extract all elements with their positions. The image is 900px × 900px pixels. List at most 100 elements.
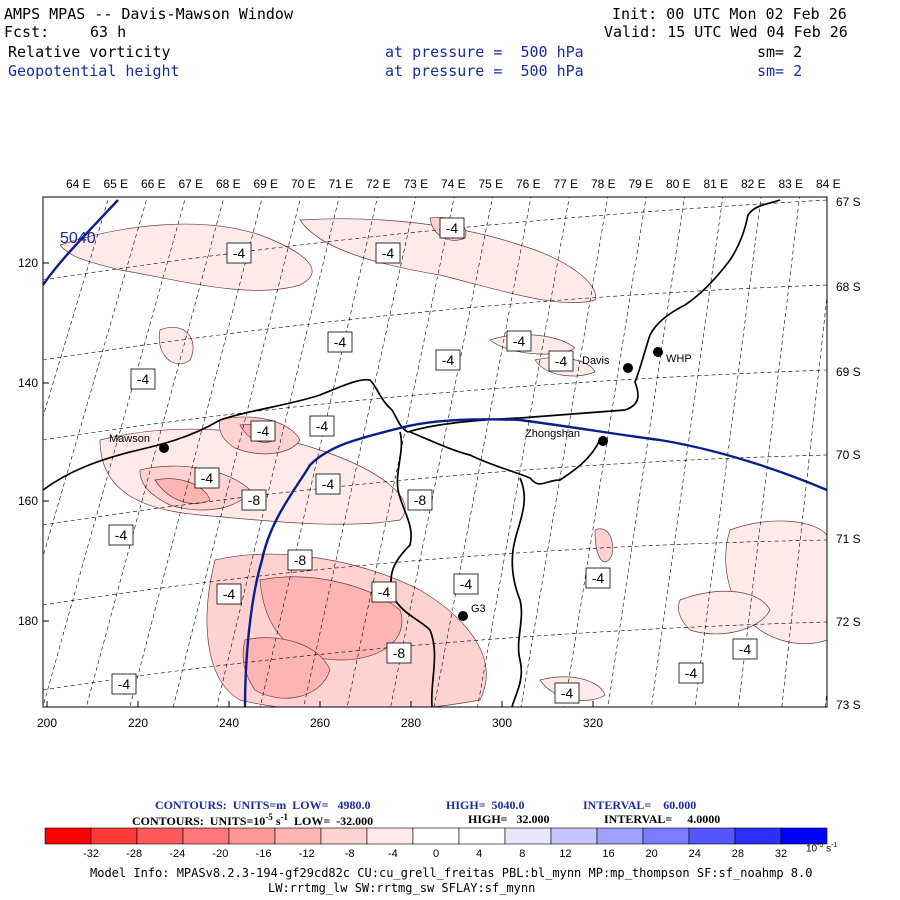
x-tick-label: 320 <box>583 716 603 730</box>
vorticity-label: -4 <box>678 662 704 684</box>
y-tick-label: 180 <box>18 614 38 628</box>
colorbar-tick-label: -32 <box>83 848 99 860</box>
longitude-label: 66 E <box>141 177 166 191</box>
svg-text:-4: -4 <box>561 685 574 701</box>
longitude-label: 77 E <box>554 177 579 191</box>
svg-text:-8: -8 <box>294 552 307 568</box>
colorbar-tick-label: -24 <box>169 848 185 860</box>
model-info-physics: LW:rrtmg_lw SW:rrtmg_sw SFLAY:sf_mynn <box>268 881 536 895</box>
x-tick-label: 300 <box>492 716 512 730</box>
longitude-label: 82 E <box>741 177 766 191</box>
colorbar-swatch <box>136 827 184 845</box>
latitude-label: 72 S <box>836 615 861 629</box>
longitude-label: 80 E <box>666 177 691 191</box>
colorbar-swatch <box>596 827 644 845</box>
svg-text:-8: -8 <box>393 645 406 661</box>
height-contour-label: 5040 <box>60 230 96 247</box>
longitude-label: 83 E <box>779 177 804 191</box>
colorbar-swatch <box>412 827 460 845</box>
colorbar-tick-label: 12 <box>559 848 571 860</box>
svg-text:-4: -4 <box>685 665 698 681</box>
svg-text:-4: -4 <box>446 220 459 236</box>
colorbar-tick-label: 24 <box>689 848 701 860</box>
y-tick-label: 160 <box>18 494 38 508</box>
field1-smoothing: sm= 2 <box>757 43 803 61</box>
svg-text:-4: -4 <box>513 333 526 349</box>
x-tick-label: 260 <box>310 716 330 730</box>
svg-text:WHP: WHP <box>666 353 692 365</box>
vorticity-label: -8 <box>407 489 433 511</box>
vorticity-label: -4 <box>732 638 758 660</box>
colorbar-swatch <box>734 827 782 845</box>
height-contour-high: HIGH= 5040.0 <box>446 798 525 812</box>
vorticity-label: -4 <box>506 330 532 352</box>
colorbar-swatch <box>550 827 598 845</box>
height-contour-info: CONTOURS: UNITS=m LOW= 4980.0 <box>155 798 371 812</box>
svg-text:-4: -4 <box>233 245 246 261</box>
field2-smoothing: sm= 2 <box>757 62 803 80</box>
station-g3: G3 <box>458 603 486 621</box>
longitude-label: 70 E <box>291 177 316 191</box>
colorbar-swatch <box>780 827 828 845</box>
longitude-label: 65 E <box>104 177 129 191</box>
svg-text:-4: -4 <box>334 334 347 350</box>
svg-text:-8: -8 <box>414 492 427 508</box>
colorbar-swatch <box>274 827 322 845</box>
vorticity-label: -4 <box>108 524 134 546</box>
vort-contour-info: CONTOURS: UNITS=10-5 s-1 LOW= -32.000 <box>132 812 373 829</box>
colorbar-units: 10-5 s-1 <box>806 842 837 854</box>
latitude-label: 69 S <box>836 365 861 379</box>
field1-name: Relative vorticity <box>8 43 171 61</box>
vorticity-label: -4 <box>216 583 242 605</box>
vorticity-label: -8 <box>241 489 267 511</box>
colorbar: -32 -28 -24 -20 -16 -12 -8 -4 0 4 8 12 16 20 24 28 32 <box>44 827 828 860</box>
longitude-label: 68 E <box>216 177 241 191</box>
colorbar-tick-label: 28 <box>732 848 744 860</box>
vorticity-label: -4 <box>371 581 397 603</box>
vorticity-label: -8 <box>287 549 313 571</box>
x-tick-label: 220 <box>128 716 148 730</box>
y-axis-ticks: 120 140 160 180 <box>18 256 49 628</box>
colorbar-tick-label: 0 <box>433 848 439 860</box>
field2-level: at pressure = 500 hPa <box>385 62 584 80</box>
vorticity-labels: -4 -4 -4 -4 -4 -4 -4 -4 -4 -4 -4 -4 -4 -4 -4 -4 -4 -4 -4 -4… <box>108 217 758 704</box>
vort-units-s: s <box>272 814 281 828</box>
valid-time: Valid: 15 UTC Wed 04 Feb 26 <box>604 23 848 41</box>
colorbar-tick-label: -16 <box>256 848 272 860</box>
model-info: Model Info: MPASv8.2.3-194-gf29cd82c CU:… <box>90 866 813 880</box>
svg-text:-4: -4 <box>592 570 605 586</box>
colorbar-swatch <box>320 827 368 845</box>
svg-text:-4: -4 <box>555 353 568 369</box>
svg-text:-4: -4 <box>118 676 131 692</box>
station-whp: WHP <box>653 347 692 365</box>
longitude-label: 76 E <box>516 177 541 191</box>
colorbar-swatch <box>458 827 506 845</box>
colorbar-tick-label: -8 <box>345 848 355 860</box>
station-davis: Davis <box>582 355 633 373</box>
svg-text:-4: -4 <box>223 586 236 602</box>
vorticity-label: -4 <box>375 242 401 264</box>
colorbar-units-exp: -5 <box>817 842 824 849</box>
longitude-label: 74 E <box>441 177 466 191</box>
longitude-label: 72 E <box>366 177 391 191</box>
vorticity-label: -4 <box>554 682 580 704</box>
svg-text:-4: -4 <box>316 418 329 434</box>
colorbar-tick-label: -20 <box>212 848 228 860</box>
y-tick-label: 120 <box>18 256 38 270</box>
vorticity-label: -4 <box>435 349 461 371</box>
vorticity-label: -8 <box>386 642 412 664</box>
vorticity-label: -4 <box>585 567 611 589</box>
vorticity-label: -4 <box>130 368 156 390</box>
x-axis-ticks: 200 220 240 260 280 300 320 <box>37 701 603 730</box>
svg-text:Mawson: Mawson <box>109 433 150 445</box>
field1-level: at pressure = 500 hPa <box>385 43 584 61</box>
svg-text:Zhongshan: Zhongshan <box>525 428 580 440</box>
colorbar-swatch <box>182 827 230 845</box>
height-contour-interval: INTERVAL= 60.000 <box>583 798 697 812</box>
svg-text:-8: -8 <box>248 492 261 508</box>
colorbar-tick-label: 16 <box>602 848 614 860</box>
latitude-label: 73 S <box>836 698 861 712</box>
longitude-label: 64 E <box>66 177 91 191</box>
colorbar-swatch <box>366 827 414 845</box>
longitude-label: 67 E <box>179 177 204 191</box>
